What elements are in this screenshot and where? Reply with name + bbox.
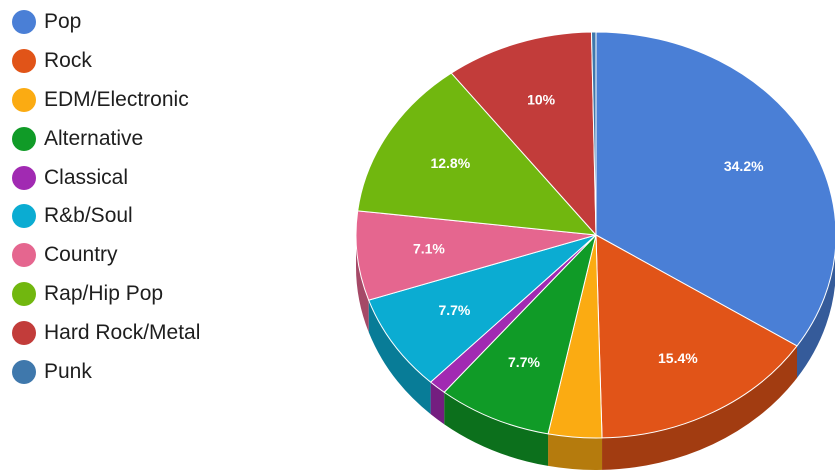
legend-swatch [12, 165, 36, 190]
legend-item-edm-electronic: EDM/Electronic [12, 81, 200, 120]
legend-swatch [12, 359, 36, 384]
pie-top [355, 31, 835, 439]
pie-slice-country [355, 210, 597, 301]
legend-label: EDM/Electronic [44, 87, 189, 111]
legend-label: Punk [44, 359, 92, 383]
pie-side-alternative [444, 392, 549, 466]
pie-sides [356, 235, 835, 470]
data-label-rap-hip-pop: 12.8% [430, 155, 470, 171]
legend-label: Classical [44, 165, 129, 189]
chart-legend: Pop Rock EDM/Electronic Alternative Classica… [12, 3, 200, 391]
legend-label: Pop [44, 10, 82, 34]
pie-side-country [356, 235, 369, 333]
legend-swatch [12, 49, 36, 74]
legend-item-r-b-soul: R&b/Soul [12, 197, 200, 236]
legend-swatch [12, 87, 36, 112]
legend-swatch [12, 10, 36, 35]
data-label-alternative: 7.7% [508, 354, 540, 370]
legend-label: Rock [44, 49, 92, 73]
legend-label: Hard Rock/Metal [44, 320, 201, 344]
pie-slice-rock [595, 234, 798, 439]
legend-label: Rap/Hip Pop [44, 281, 164, 305]
pie-side-r-b-soul [368, 300, 431, 415]
pie-slice-alternative [443, 234, 597, 435]
legend-item-pop: Pop [12, 3, 200, 42]
data-label-hard-rock-metal: 10% [527, 91, 556, 107]
legend-swatch [12, 320, 36, 345]
pie-side-rock [602, 345, 798, 470]
pie-side-classical [430, 382, 445, 425]
legend-label: Alternative [44, 126, 144, 150]
legend-item-alternative: Alternative [12, 119, 200, 158]
pie-side-edm-electronic [548, 433, 603, 470]
pie-slice-hard-rock-metal [450, 31, 597, 236]
pie-slice-r-b-soul [368, 234, 597, 383]
legend-item-hard-rock-metal: Hard Rock/Metal [12, 313, 200, 352]
data-label-rock: 15.4% [658, 350, 698, 366]
legend-item-rock: Rock [12, 42, 200, 81]
pie-slice-punk [590, 31, 597, 236]
legend-item-classical: Classical [12, 158, 200, 197]
data-label-country: 7.1% [413, 240, 445, 256]
pie-side-pop [797, 252, 835, 378]
data-label-r-b-soul: 7.7% [438, 302, 470, 318]
pie-slice-rap-hip-pop [357, 72, 597, 236]
legend-label: R&b/Soul [44, 204, 133, 228]
legend-label: Country [44, 243, 118, 267]
legend-item-country: Country [12, 236, 200, 275]
legend-swatch [12, 243, 36, 268]
legend-item-punk: Punk [12, 352, 200, 391]
data-label-pop: 34.2% [724, 158, 764, 174]
legend-swatch [12, 126, 36, 151]
legend-swatch [12, 204, 36, 229]
legend-item-rap-hip-pop: Rap/Hip Pop [12, 275, 200, 314]
legend-swatch [12, 281, 36, 306]
pie-labels: 34.2% 15.4% 7.7% 7.7% 7.1% 12.8% 10% [413, 91, 764, 370]
